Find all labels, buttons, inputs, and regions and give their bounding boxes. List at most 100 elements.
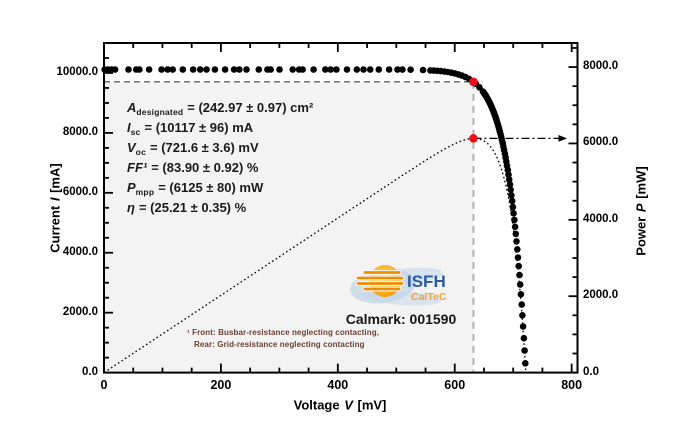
data-point	[505, 176, 513, 183]
y-left-tick-label: 0.0	[82, 365, 98, 378]
data-point	[255, 66, 263, 73]
y-right-tick-label: 4000.0	[583, 212, 619, 225]
data-point	[419, 66, 427, 74]
data-point	[289, 66, 297, 73]
data-point	[164, 66, 171, 73]
data-point	[189, 66, 197, 73]
data-point	[385, 66, 393, 73]
data-point	[514, 254, 522, 261]
data-point	[516, 281, 524, 288]
data-point	[145, 66, 153, 73]
data-point	[299, 66, 307, 73]
x-axis-title: Voltage V [mV]	[294, 398, 387, 413]
data-point	[407, 66, 414, 73]
data-point	[519, 323, 527, 330]
y-right-tick-label: 0.0	[583, 365, 599, 378]
data-point	[517, 291, 525, 298]
data-point	[508, 192, 515, 199]
data-point	[366, 66, 374, 73]
data-point	[513, 238, 520, 245]
data-point	[520, 334, 528, 342]
parameter-line: Voc = (721.6 ± 3.6) mV	[127, 140, 259, 157]
y-right-tick-label: 8000.0	[583, 60, 619, 73]
data-point	[514, 246, 521, 253]
x-tick-label: 600	[444, 378, 466, 392]
data-point	[243, 66, 250, 73]
data-point	[322, 66, 329, 73]
data-point	[203, 66, 210, 73]
mpp-marker-iv	[469, 77, 478, 87]
footnote-line-1: ¹ Front: Busbar-resistance neglecting co…	[187, 328, 380, 337]
data-point	[125, 66, 132, 73]
data-point	[511, 216, 518, 224]
mpp-marker-power	[469, 134, 478, 143]
axis-ticks	[103, 43, 578, 373]
parameter-line: η = (25.21 ± 0.35) %	[127, 200, 247, 215]
data-point	[510, 210, 517, 217]
footnote-line-2: Rear: Grid-resistance neglecting contact…	[194, 340, 365, 349]
y-right-title-unit: [mW]	[633, 166, 649, 203]
x-title-unit: [mV]	[353, 397, 387, 413]
data-point	[211, 66, 219, 73]
logo-org-text: ISFH	[407, 272, 446, 291]
data-point	[267, 66, 275, 73]
x-tick-label: 0	[100, 378, 108, 392]
data-point	[511, 223, 519, 231]
y-left-tick-label: 6000.0	[62, 185, 98, 198]
isfh-caltec-logo: ISFH CalTeC	[350, 265, 447, 306]
data-point	[179, 66, 187, 73]
y-left-tick-label: 10000.0	[56, 65, 98, 78]
data-point	[375, 66, 383, 73]
data-point	[394, 66, 401, 73]
data-point	[158, 66, 165, 73]
data-point	[515, 262, 522, 270]
cell-parameters-box: Adesignated = (242.97 ± 0.97) cm² Isc = (10…	[127, 98, 313, 218]
logo-division-text: CalTeC	[411, 291, 447, 303]
data-point	[310, 66, 317, 73]
parameter-line: FF¹ = (83.90 ± 0.92) %	[127, 160, 259, 175]
power-curve	[103, 137, 527, 374]
y-right-title-text: Power	[633, 213, 649, 256]
data-point	[221, 66, 229, 73]
mpp-shaded-area	[105, 81, 474, 372]
data-point	[518, 301, 525, 308]
data-point	[136, 66, 143, 73]
y-axis-right-title: Power P [mW]	[634, 166, 649, 255]
data-point	[399, 66, 406, 73]
data-point	[521, 347, 528, 354]
logo-sun-icon	[369, 265, 401, 297]
parameter-line: Adesignated = (242.97 ± 0.97) cm²	[127, 100, 314, 117]
data-point	[236, 66, 243, 73]
pmpp-arrowhead-icon	[558, 135, 567, 142]
x-title-var: V	[344, 397, 353, 413]
y-right-tick-label: 6000.0	[583, 136, 619, 149]
data-point	[353, 66, 361, 73]
y-axis-left-title: Current I [mA]	[48, 163, 63, 252]
data-point	[519, 312, 526, 319]
x-title-text: Voltage	[293, 397, 344, 413]
data-point	[333, 66, 340, 73]
data-point	[230, 66, 238, 73]
data-point	[196, 66, 204, 73]
iv-data-points	[101, 66, 529, 367]
data-point	[512, 230, 520, 238]
x-tick-label: 400	[327, 378, 349, 392]
data-point	[360, 66, 367, 73]
y-right-title-var: P	[633, 203, 649, 213]
y-right-tick-label: 2000.0	[583, 289, 619, 302]
data-point	[169, 66, 176, 73]
parameter-line: Isc = (10117 ± 96) mA	[127, 120, 254, 137]
y-left-tick-label: 2000.0	[62, 305, 98, 318]
data-point	[507, 186, 514, 194]
calmark-label: Calmark: 001590	[345, 311, 457, 327]
data-point	[522, 360, 529, 367]
y-left-title-var: I	[47, 197, 63, 202]
data-point	[509, 203, 517, 211]
parameter-line: Pmpp = (6125 ± 80) mW	[127, 180, 264, 197]
data-point	[506, 181, 514, 188]
data-point	[327, 66, 334, 73]
data-point	[508, 197, 516, 205]
logo-stripes-icon	[355, 270, 405, 292]
